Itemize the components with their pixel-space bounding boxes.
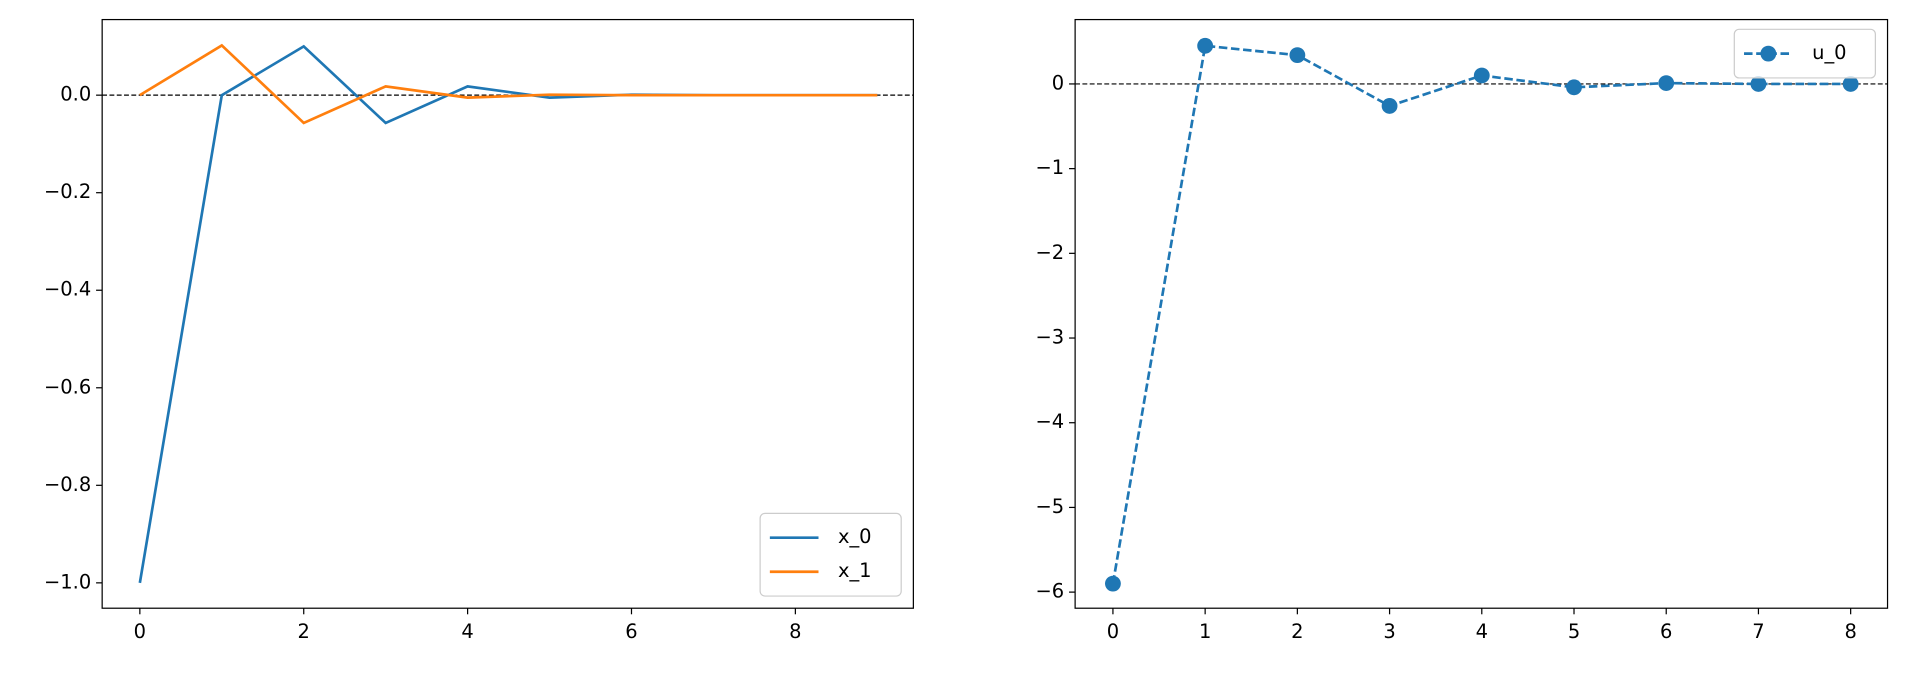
x-tick-label: 6 [625, 620, 637, 643]
y-tick-label: −0.6 [44, 375, 91, 398]
data-point [1658, 75, 1675, 91]
y-tick-label: −0.4 [44, 278, 91, 301]
data-point [1381, 98, 1398, 114]
y-tick-label: 0.0 [60, 83, 91, 106]
x-tick-label: 2 [1291, 620, 1303, 643]
y-tick-label: −5 [1036, 495, 1065, 518]
y-tick-label: 0 [1052, 71, 1064, 94]
legend-box [1733, 28, 1876, 79]
x-tick-label: 2 [298, 620, 310, 643]
x-tick-label: 4 [461, 620, 473, 643]
y-tick-label: −6 [1036, 580, 1065, 603]
y-tick-label: −4 [1036, 410, 1065, 433]
legend-label: u_0 [1812, 41, 1846, 64]
data-point [1566, 79, 1582, 96]
x-tick-label: 7 [1752, 620, 1764, 643]
legend-label: x_0 [838, 525, 872, 548]
x-tick-label: 1 [1199, 620, 1211, 643]
x-tick-label: 8 [1844, 620, 1856, 643]
data-point [1105, 575, 1121, 592]
series-line [138, 44, 878, 584]
y-tick-label: −2 [1036, 241, 1065, 264]
data-point [1750, 76, 1767, 92]
data-point [1842, 76, 1859, 92]
data-point [1473, 67, 1490, 84]
x-tick-label: 0 [134, 620, 146, 643]
series-line [1111, 44, 1851, 584]
y-tick-label: −1.0 [44, 570, 91, 593]
axes-frame [1074, 18, 1889, 609]
legend-label: x_1 [838, 559, 872, 582]
legend-box [759, 512, 902, 597]
y-tick-label: −0.2 [44, 180, 91, 203]
series-line [139, 43, 878, 125]
data-point [1197, 37, 1214, 54]
legend-marker [1760, 45, 1777, 62]
y-tick-label: −3 [1036, 326, 1065, 349]
x-tick-label: 5 [1568, 620, 1580, 643]
y-tick-label: −0.8 [44, 473, 91, 496]
x-tick-label: 6 [1660, 620, 1672, 643]
axes-frame [101, 18, 914, 609]
x-tick-label: 3 [1383, 620, 1395, 643]
x-tick-label: 0 [1107, 620, 1119, 643]
x-tick-label: 4 [1476, 620, 1488, 643]
y-tick-label: −1 [1036, 156, 1065, 179]
x-tick-label: 8 [789, 620, 801, 643]
data-point [1289, 47, 1306, 64]
